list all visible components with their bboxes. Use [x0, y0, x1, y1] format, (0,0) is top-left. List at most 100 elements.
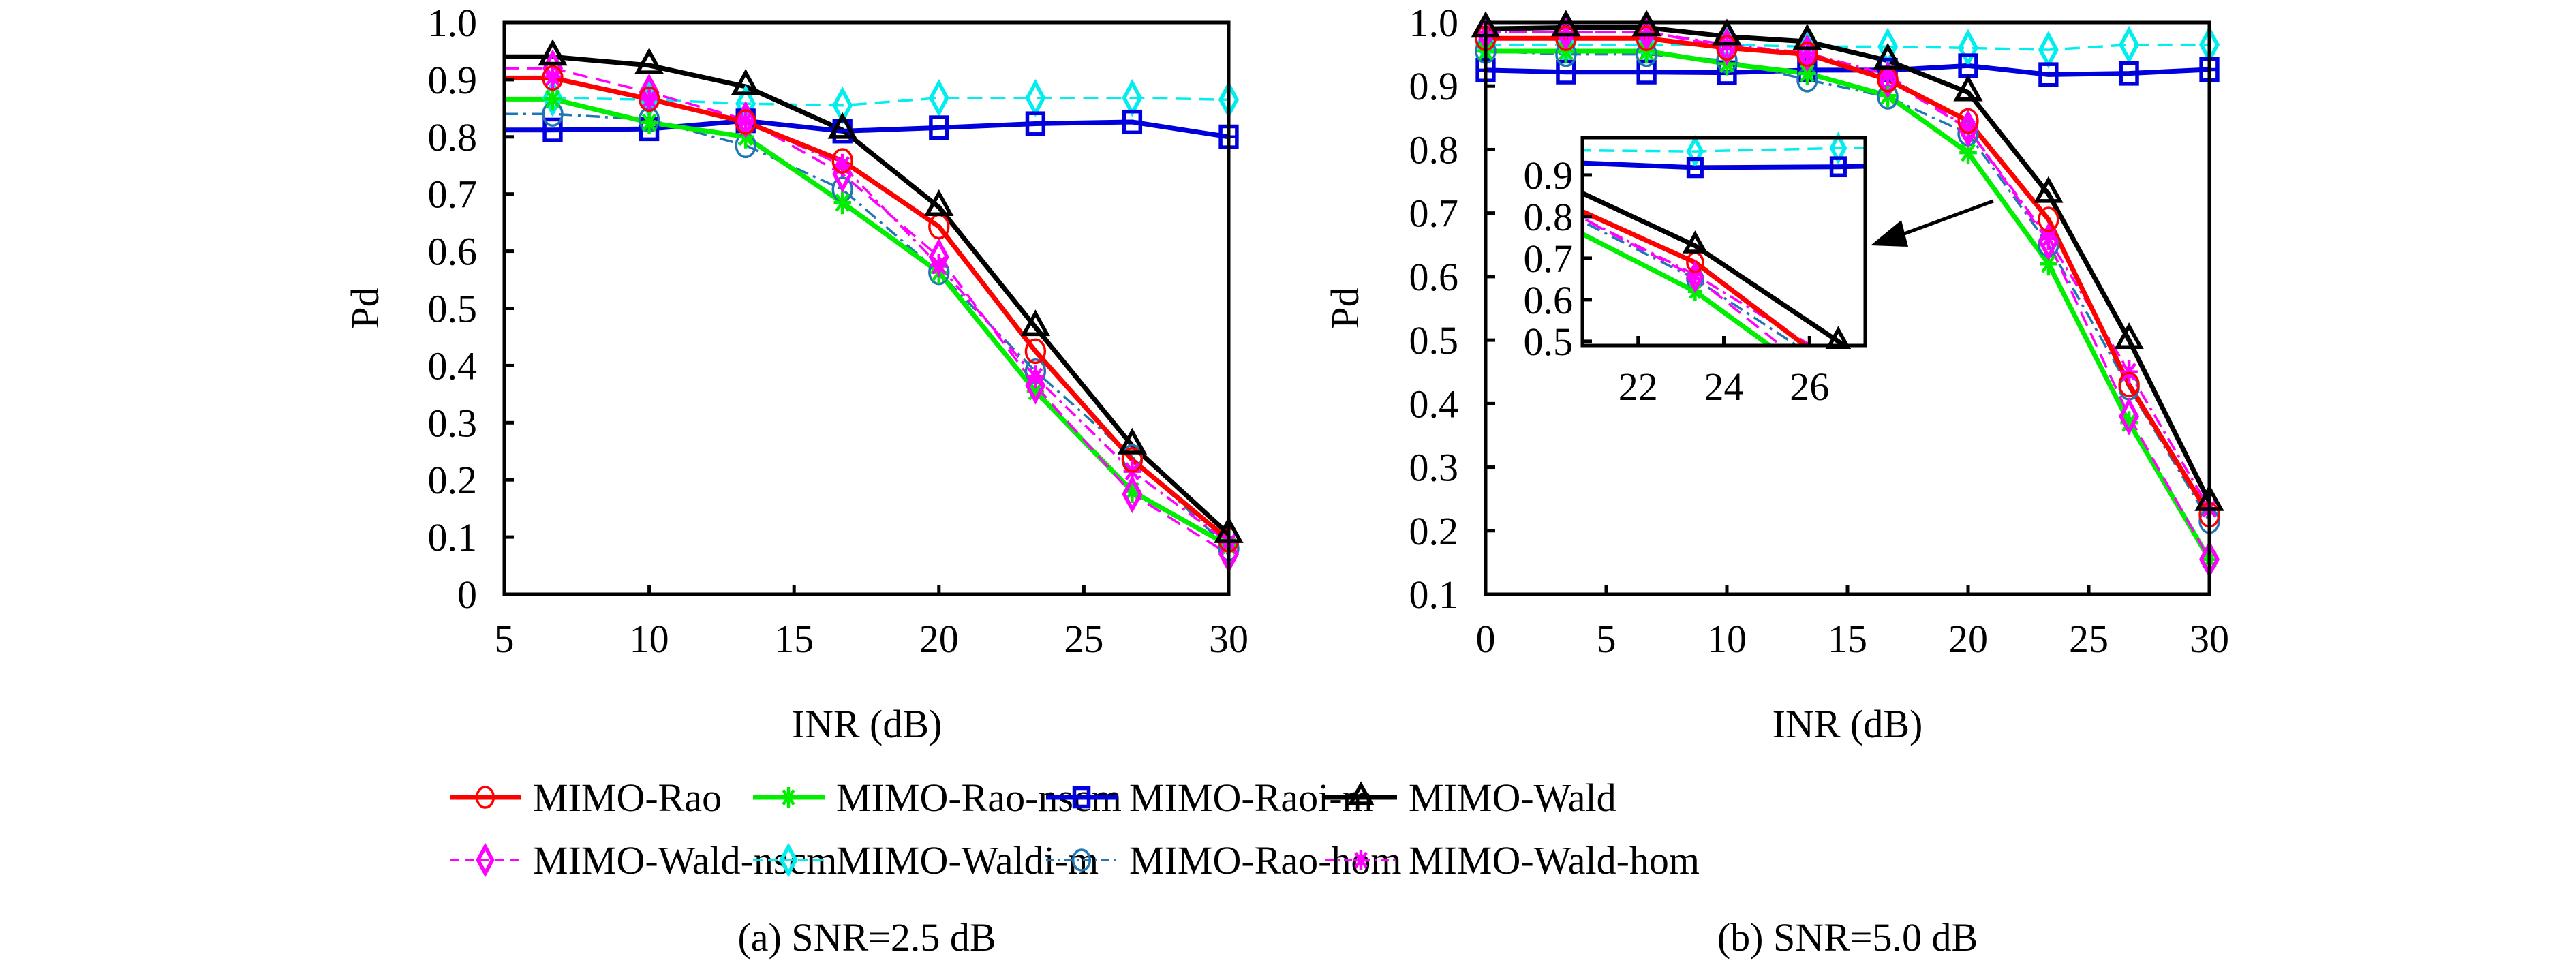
plot-a-marker-mimo-wald-hom — [737, 109, 754, 133]
plot-a-ytick-label: 1.0 — [428, 1, 478, 45]
plot-b-marker-mimo-wald — [2114, 322, 2144, 350]
plot-b-xtick-label: 20 — [1948, 617, 1988, 661]
plot-a-marker-mimo-wald — [1020, 309, 1051, 337]
plot-b-marker-mimo-rao — [1957, 108, 1979, 134]
plot-a-marker-mimo-rao-nscm — [544, 87, 562, 111]
inset-ytick-label: 0.9 — [1524, 153, 1574, 198]
plot-b-marker-mimo-wald — [1873, 42, 1903, 70]
plot-b-ytick-label: 0.2 — [1409, 509, 1459, 553]
inset-line-mimo-wald — [1582, 190, 1848, 346]
plot-b: 0 5 10 15 20 25 300.10.20.30.40.50.60.70.80.91… — [1323, 1, 2230, 960]
inset-ytick-label: 0.7 — [1524, 236, 1574, 281]
plot-b-inset: 22 24 26 0.50.60.70.80.9 — [1524, 132, 1867, 409]
plot-b-xtick-label: 5 — [1597, 617, 1616, 661]
plot-a-ytick-label: 0.6 — [428, 230, 478, 274]
plot-a-ytick-label: 0.3 — [428, 401, 478, 445]
plot-b-ticks: 0 5 10 15 20 25 300.10.20.30.40.50.60.70.80.91… — [1409, 1, 2230, 661]
inset-ytick-label: 0.6 — [1524, 278, 1574, 322]
plot-b-ytick-label: 1.0 — [1409, 1, 1459, 45]
plot-b-line-mimo-wald — [1486, 25, 2209, 504]
plot-a-marker-mimo-raoi-m — [1025, 111, 1046, 136]
plot-b-xlabel: INR (dB) — [1773, 702, 1923, 746]
legend-square-marker-icon — [1072, 786, 1091, 809]
plot-b-line-mimo-waldi-m — [1486, 43, 2209, 51]
plot-a-xtick-label: 30 — [1209, 617, 1248, 661]
inset-marker-mimo-wald-nscm — [1686, 260, 1704, 294]
plot-a-marker-mimo-wald-nscm — [1122, 475, 1143, 514]
plot-a-marker-mimo-rao — [735, 109, 756, 135]
plot-a-marker-mimo-raoi-m — [1122, 109, 1143, 135]
legend-item-mimo-waldi-m: MIMO-Waldi-m — [753, 838, 1099, 882]
plot-b-line-mimo-rao — [1486, 35, 2209, 517]
plot-b-marker-mimo-wald-nscm — [2119, 397, 2140, 435]
plot-b-ytick-label: 0.5 — [1409, 318, 1459, 363]
plot-a: 5 10 15 20 25 30 0 0.1 0.2 0.3 0.4 0.5 0.6 0.7 0.8 0.9 1… — [343, 1, 1248, 960]
plot-a-marker-mimo-wald-hom — [930, 254, 948, 277]
plot-b-marker-mimo-wald — [1792, 23, 1822, 50]
plot-a-line-mimo-wald-hom — [504, 75, 1229, 544]
plot-a-marker-mimo-rao — [1121, 447, 1144, 473]
plot-a-marker-mimo-wald-hom — [544, 65, 562, 89]
legend-label: MIMO-Rao — [533, 776, 722, 820]
plot-a-marker-mimo-wald-nscm — [1025, 366, 1046, 405]
plot-a-marker-mimo-rao — [542, 65, 564, 91]
legend-item-mimo-rao: MIMO-Rao — [450, 776, 722, 820]
plot-b-marker-mimo-raoi-m — [1958, 53, 1978, 78]
inset-marker-mimo-wald — [1682, 230, 1708, 254]
plot-a-series-layer — [504, 54, 1229, 555]
plot-b-series-layer — [1486, 25, 2209, 561]
plot-b-ytick-label: 0.6 — [1409, 255, 1459, 299]
plot-b-marker-mimo-rao — [2118, 371, 2140, 398]
plot-a-marker-mimo-wald-hom — [1026, 365, 1045, 389]
plot-a-ytick-label: 0.7 — [428, 172, 478, 217]
plot-a-caption: (a) SNR=2.5 dB — [737, 915, 996, 960]
plot-b-marker-mimo-rao — [1716, 35, 1738, 61]
inset-ytick-label: 0.5 — [1524, 320, 1574, 364]
plot-b-ytick-label: 0.4 — [1409, 382, 1459, 426]
plot-a-marker-mimo-wald — [924, 189, 954, 216]
plot-a-marker-mimo-raoi-m — [542, 117, 563, 142]
plot-a-marker-mimo-rao-nscm — [640, 110, 658, 134]
plot-b-line-mimo-raoi-m — [1486, 63, 2209, 77]
inset-marker-mimo-waldi-m — [1686, 135, 1704, 168]
legend-item-mimo-wald-nscm: MIMO-Wald-nscm — [450, 838, 837, 882]
plot-b-marker-mimo-wald — [2034, 176, 2064, 203]
plot-b-marker-mimo-raoi-m — [2119, 61, 2139, 86]
plot-a-marker-mimo-raoi-m — [929, 115, 949, 140]
plot-b-xtick-label: 0 — [1476, 617, 1496, 661]
plot-b-marker-mimo-rao — [1555, 25, 1577, 52]
legend-item-mimo-wald-hom: MIMO-Wald-hom — [1325, 838, 1700, 882]
plot-a-marker-mimo-rao — [831, 148, 853, 174]
legend-diamond-marker-icon — [476, 842, 495, 878]
arrow-head-icon — [1871, 220, 1908, 247]
legend-circle-marker-icon — [1071, 848, 1092, 872]
legend-diamond-marker-icon — [779, 842, 798, 878]
legend-triangle-marker-icon — [1347, 781, 1375, 805]
plot-b-ytick-label: 0.9 — [1409, 64, 1459, 108]
plot-a-marker-mimo-rao — [638, 86, 660, 112]
plot-b-marker-mimo-rao — [1796, 41, 1818, 67]
plot-a-xtick-label: 15 — [774, 617, 814, 661]
plot-b-xtick-label: 30 — [2190, 617, 2229, 661]
legend-label: MIMO-Wald-hom — [1409, 838, 1700, 882]
legend-item-mimo-wald: MIMO-Wald — [1325, 776, 1616, 820]
plot-b-caption: (b) SNR=5.0 dB — [1717, 915, 1978, 960]
plot-b-marker-mimo-wald-hom — [1959, 117, 1977, 140]
plot-a-marker-mimo-waldi-m — [928, 78, 949, 117]
legend-label: MIMO-Waldi-m — [836, 838, 1099, 882]
plot-a-marker-mimo-wald — [1117, 427, 1148, 455]
plot-a-marker-mimo-wald — [731, 68, 761, 95]
plot-a-ytick-label: 0.8 — [428, 115, 478, 159]
plot-a-ytick-label: 0.4 — [428, 343, 478, 388]
plot-a-xtick-label: 20 — [919, 617, 959, 661]
plot-a-xtick-label: 5 — [495, 617, 515, 661]
inset-marker-mimo-waldi-m — [1829, 132, 1847, 165]
plot-a-marker-mimo-wald — [827, 112, 857, 139]
plot-b-xtick-label: 25 — [2069, 617, 2109, 661]
plot-a-xlabel: INR (dB) — [792, 702, 942, 746]
inset-line-mimo-waldi-m — [1582, 147, 1865, 153]
plot-a-marker-mimo-rao-nscm — [833, 191, 851, 215]
plot-a-marker-mimo-wald-hom — [640, 87, 658, 111]
plot-b-marker-mimo-wald-nscm — [2038, 222, 2059, 261]
